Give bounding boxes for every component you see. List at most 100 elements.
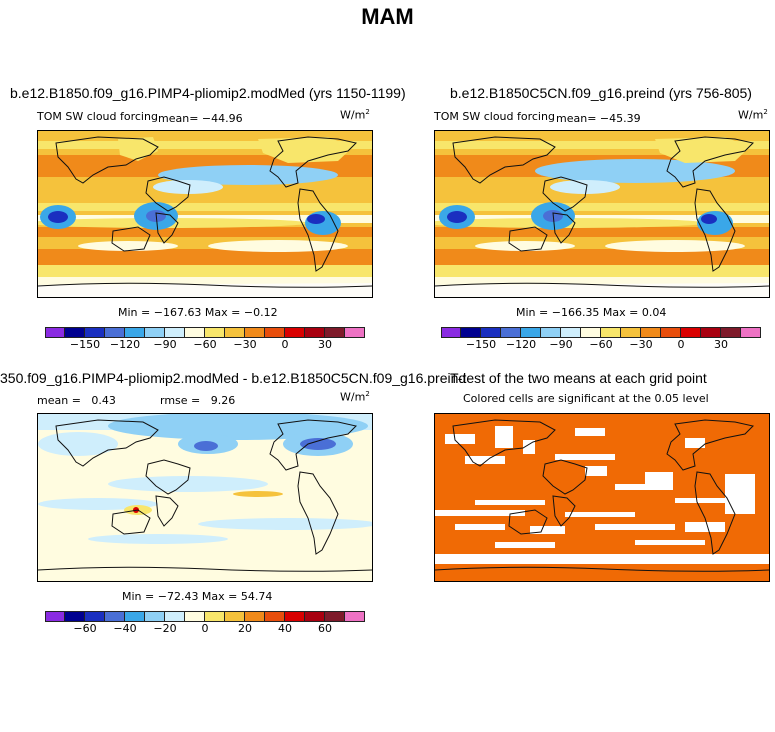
colorbar-swatch [325,612,345,621]
colorbar-swatch [741,328,761,337]
panel2-map [434,130,770,298]
panel2-colorbar [441,327,761,338]
colorbar-swatch [185,328,205,337]
colorbar-swatch [145,328,165,337]
colorbar-swatch [225,612,245,621]
colorbar-tick-label: −20 [153,622,177,635]
panel4-case-title: T-test of the two means at each grid poi… [450,370,707,386]
colorbar-tick-label: 40 [278,622,292,635]
panel1-map [37,130,373,298]
colorbar-swatch [265,328,285,337]
colorbar-swatch [165,328,185,337]
colorbar-swatch [225,328,245,337]
colorbar-swatch [125,612,145,621]
colorbar-swatch [145,612,165,621]
panel3-case-title: 350.f09_g16.PIMP4-pliomip2.modMed - b.e1… [0,370,467,386]
colorbar-swatch [45,328,65,337]
panel1-mean: mean= −44.96 [158,112,243,125]
page-title: MAM [361,4,414,29]
colorbar-tick-label: −150 [69,338,101,351]
colorbar-tick-label: −120 [505,338,537,351]
colorbar-swatch [441,328,461,337]
panel2-case-title: b.e12.B1850C5CN.f09_g16.preind (yrs 756-… [450,85,752,101]
colorbar-tick-label: 0 [201,622,209,635]
colorbar-tick-label: −30 [233,338,257,351]
colorbar-tick-label: −60 [589,338,613,351]
colorbar-tick-label: 30 [318,338,332,351]
panel3-rmse-label: rmse = [160,394,201,407]
colorbar-swatch [681,328,701,337]
colorbar-tick-label: 0 [677,338,685,351]
colorbar-tick-label: −90 [153,338,177,351]
panel3-mean-value: 0.43 [91,394,116,407]
colorbar-tick-label: −30 [629,338,653,351]
panel1-case-title: b.e12.B1850.f09_g16.PIMP4-pliomip2.modMe… [10,85,406,101]
colorbar-swatch [245,328,265,337]
colorbar-swatch [105,612,125,621]
colorbar-swatch [661,328,681,337]
colorbar-swatch [65,328,85,337]
colorbar-swatch [461,328,481,337]
colorbar-tick-label: −60 [73,622,97,635]
colorbar-swatch [621,328,641,337]
colorbar-swatch [285,328,305,337]
colorbar-tick-label: −120 [109,338,141,351]
panel4-subtitle: Colored cells are significant at the 0.0… [463,392,709,405]
colorbar-tick-label: −150 [465,338,497,351]
colorbar-swatch [481,328,501,337]
colorbar-swatch [125,328,145,337]
colorbar-swatch [501,328,521,337]
colorbar-swatch [521,328,541,337]
colorbar-tick-label: 30 [714,338,728,351]
colorbar-swatch [601,328,621,337]
colorbar-swatch [701,328,721,337]
panel2-units: W/m2 [738,108,768,122]
panel1-mean-label: mean= [158,112,199,125]
panel3-rmse: rmse = 9.26 [160,394,235,407]
colorbar-swatch [285,612,305,621]
panel3-mean-label: mean = [37,394,81,407]
colorbar-swatch [245,612,265,621]
panel3-mean: mean = 0.43 [37,394,116,407]
panel1-minmax: Min = −167.63 Max = −0.12 [118,306,278,319]
colorbar-swatch [205,328,225,337]
colorbar-swatch [205,612,225,621]
colorbar-tick-label: −90 [549,338,573,351]
colorbar-swatch [541,328,561,337]
colorbar-swatch [561,328,581,337]
panel3-units: W/m2 [340,390,370,404]
colorbar-tick-label: −60 [193,338,217,351]
panel3-map [37,413,373,582]
panel3-colorbar [45,611,365,622]
panel1-mean-value: −44.96 [201,112,243,125]
colorbar-swatch [105,328,125,337]
colorbar-tick-label: 20 [238,622,252,635]
panel1-units: W/m2 [340,108,370,122]
panel2-mean: mean= −45.39 [556,112,641,125]
panel4-map [434,413,770,582]
colorbar-swatch [345,328,365,337]
colorbar-swatch [165,612,185,621]
panel3-rmse-value: 9.26 [210,394,236,407]
colorbar-swatch [721,328,741,337]
panel2-field-label: TOM SW cloud forcing [434,110,555,123]
colorbar-swatch [581,328,601,337]
panel3-minmax: Min = −72.43 Max = 54.74 [122,590,273,603]
colorbar-swatch [265,612,285,621]
colorbar-tick-label: 60 [318,622,332,635]
colorbar-swatch [325,328,345,337]
colorbar-swatch [185,612,205,621]
panel1-field-label: TOM SW cloud forcing [37,110,158,123]
colorbar-swatch [65,612,85,621]
colorbar-swatch [45,612,65,621]
panel1-colorbar [45,327,365,338]
colorbar-tick-label: −40 [113,622,137,635]
colorbar-tick-label: 0 [281,338,289,351]
colorbar-swatch [641,328,661,337]
colorbar-swatch [345,612,365,621]
panel2-mean-value: −45.39 [599,112,641,125]
colorbar-swatch [85,328,105,337]
colorbar-swatch [305,612,325,621]
colorbar-swatch [305,328,325,337]
panel2-minmax: Min = −166.35 Max = 0.04 [516,306,667,319]
